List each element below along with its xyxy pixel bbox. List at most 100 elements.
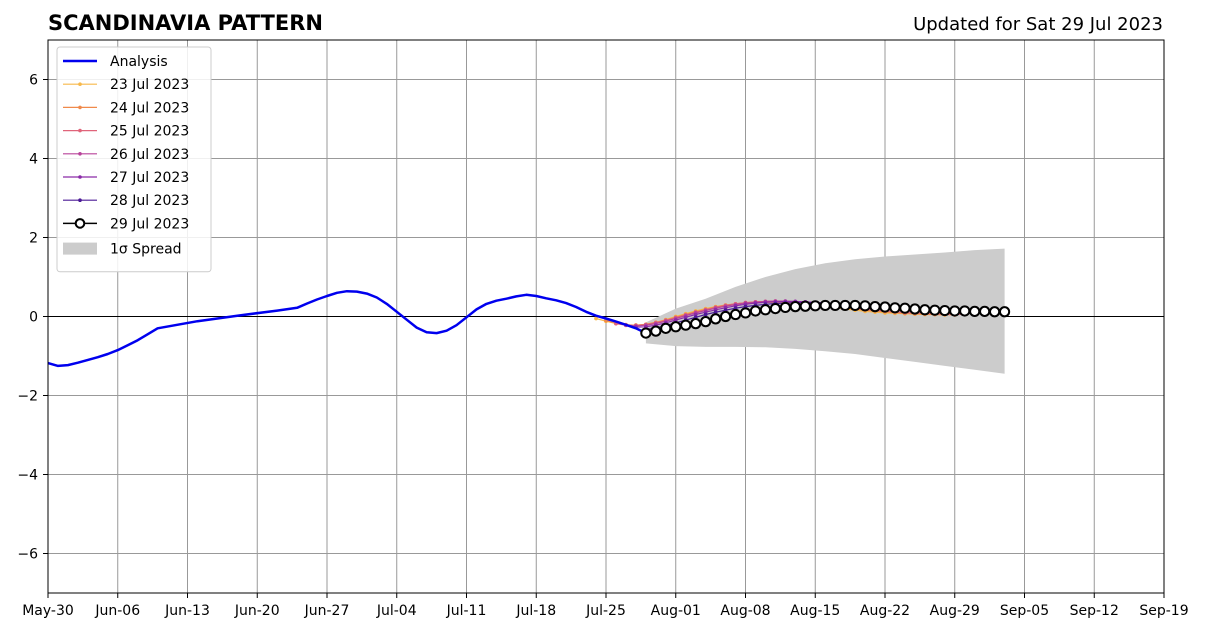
series-point	[929, 304, 941, 316]
series-point	[829, 299, 841, 312]
x-tick-label: Jun-06	[94, 603, 140, 619]
series-point	[789, 301, 801, 313]
legend-entry-spread: 1σ Spread	[63, 242, 182, 258]
series-point	[879, 301, 891, 313]
y-tick-label: −6	[17, 547, 38, 563]
legend-entry: 27 Jul 2023	[63, 170, 189, 186]
legend-entry: Analysis	[63, 54, 168, 70]
series-point	[869, 301, 881, 313]
legend-label: 24 Jul 2023	[110, 100, 189, 116]
x-tick-label: Aug-15	[790, 603, 840, 619]
series-point	[889, 302, 901, 314]
series-29-jul-2023	[640, 299, 1011, 339]
legend-entry: 28 Jul 2023	[63, 193, 189, 209]
legend-box	[56, 46, 212, 273]
legend-marker	[78, 198, 82, 202]
x-tick-label: Aug-29	[930, 603, 980, 619]
x-tick-label: Aug-22	[860, 603, 910, 619]
x-tick-label: Aug-01	[651, 603, 701, 619]
legend-label: 27 Jul 2023	[110, 170, 189, 186]
chart-title: SCANDINAVIA PATTERN	[48, 11, 323, 35]
x-tick-label: Aug-08	[720, 603, 770, 619]
series-point	[640, 327, 652, 339]
series-point	[594, 316, 598, 321]
series-point	[710, 313, 722, 325]
series-point	[739, 307, 752, 319]
x-tick-label: Jul-11	[446, 603, 487, 619]
chart-subtitle: Updated for Sat 29 Jul 2023	[913, 14, 1163, 35]
series-point	[949, 305, 961, 317]
legend-label: 29 Jul 2023	[110, 216, 189, 232]
series-point	[703, 312, 708, 317]
legend-marker	[78, 175, 82, 179]
x-tick-label: May-30	[22, 603, 74, 619]
series-layer	[47, 289, 1011, 368]
series-point	[700, 316, 712, 328]
series-point	[959, 305, 971, 317]
x-tick-label: Sep-05	[1000, 603, 1049, 619]
series-point	[859, 300, 871, 312]
series-point	[849, 299, 861, 312]
series-point	[919, 304, 931, 316]
y-tick-label: 2	[29, 231, 38, 247]
series-point	[809, 300, 821, 312]
y-tick-label: 4	[29, 152, 38, 168]
series-point	[749, 305, 762, 317]
legend-label: 28 Jul 2023	[110, 193, 189, 209]
x-tick-label: Sep-12	[1070, 603, 1119, 619]
x-tick-label: Jun-27	[304, 603, 350, 619]
legend-label: 25 Jul 2023	[110, 124, 189, 140]
legend-label: 23 Jul 2023	[110, 77, 189, 93]
legend-marker	[78, 105, 82, 110]
series-point	[939, 304, 951, 317]
y-tick-label: 0	[29, 310, 38, 326]
series-point	[779, 301, 791, 314]
legend-label: 1σ Spread	[110, 242, 182, 258]
series-point	[690, 318, 702, 330]
legend-entry: 24 Jul 2023	[63, 100, 189, 116]
y-tick-label: −4	[17, 468, 38, 484]
y-tick-label: 6	[29, 73, 38, 89]
spread-band	[645, 248, 1005, 374]
legend: Analysis 23 Jul 2023 24 Jul 2023 25 Jul 202…	[56, 46, 212, 273]
series-point	[839, 299, 851, 312]
x-tick-label: Jun-13	[164, 603, 210, 619]
series-point	[969, 305, 981, 317]
series-point	[799, 300, 811, 312]
series-analysis	[47, 289, 647, 368]
x-tick-label: Sep-19	[1139, 603, 1188, 619]
axis-layer: May-30 Jun-06 Jun-13 Jun-20 Jun-27 Jul-04 Jul-…	[17, 73, 1188, 620]
series-point	[759, 304, 772, 316]
series-point	[998, 306, 1011, 318]
series-point	[660, 322, 672, 334]
x-tick-label: Jul-25	[585, 603, 626, 619]
series-point	[979, 305, 991, 317]
legend-entry: 25 Jul 2023	[63, 124, 189, 140]
x-tick-label: Jul-18	[515, 603, 556, 619]
legend-entry: 29 Jul 2023	[63, 216, 189, 232]
series-point	[729, 308, 742, 321]
legend-marker	[78, 152, 82, 156]
y-tick-label: −2	[17, 389, 38, 405]
legend-entry: 26 Jul 2023	[63, 147, 189, 163]
series-line	[47, 289, 647, 368]
legend-marker	[78, 128, 82, 133]
legend-marker	[78, 82, 82, 86]
series-point	[719, 310, 732, 323]
spread-layer	[645, 248, 1005, 374]
series-point	[769, 303, 781, 315]
legend-marker	[74, 218, 86, 229]
x-tick-label: Jul-04	[376, 603, 417, 619]
series-point	[650, 325, 662, 337]
x-tick-label: Jun-20	[234, 603, 280, 619]
series-point	[909, 303, 921, 315]
series-point	[989, 306, 1001, 318]
series-point	[670, 321, 682, 333]
series-point	[899, 302, 911, 314]
legend-label: Analysis	[110, 54, 168, 70]
legend-entry: 23 Jul 2023	[63, 77, 189, 93]
legend-label: 26 Jul 2023	[110, 147, 189, 163]
legend-swatch	[63, 242, 97, 255]
series-point	[680, 319, 692, 331]
